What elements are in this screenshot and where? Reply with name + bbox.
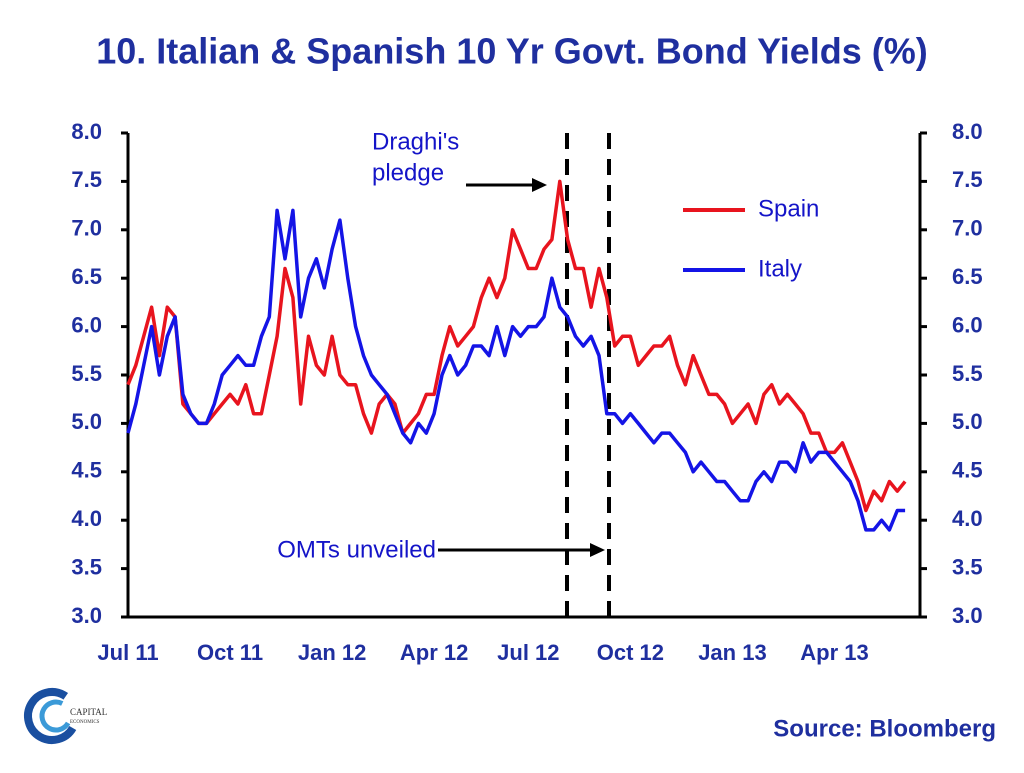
y-tick-label: 8.0 — [71, 119, 102, 144]
y2-tick-label: 7.0 — [952, 216, 983, 241]
y2-tick-label: 6.0 — [952, 312, 983, 337]
y2-tick-label: 7.5 — [952, 167, 983, 192]
annotation: Draghi's — [372, 128, 459, 155]
logo-ring — [24, 688, 80, 744]
y-tick-label: 3.0 — [71, 603, 102, 628]
y-tick-label: 4.0 — [71, 506, 102, 531]
y-tick-label: 5.5 — [71, 361, 102, 386]
series-line — [126, 208, 906, 532]
source: Source: Bloomberg — [773, 715, 996, 742]
y2-tick-label: 5.0 — [952, 409, 983, 434]
y2-tick-label: 8.0 — [952, 119, 983, 144]
series-line — [126, 179, 907, 513]
x-tick-label: Apr 12 — [400, 640, 468, 665]
y-tick-label: 3.5 — [71, 554, 102, 579]
logo-text: CAPITAL — [70, 707, 107, 717]
legend-label: Italy — [758, 255, 802, 282]
y-tick-label: 6.5 — [71, 264, 102, 289]
logo-ring — [39, 699, 73, 733]
y2-tick-label: 3.5 — [952, 554, 983, 579]
x-tick-label: Oct 11 — [197, 640, 263, 665]
y2-tick-label: 6.5 — [952, 264, 983, 289]
x-tick-label: Jul 12 — [497, 640, 559, 665]
y-tick-label: 4.5 — [71, 458, 102, 483]
x-tick-label: Jul 11 — [97, 640, 158, 665]
x-tick-label: Oct 12 — [597, 640, 664, 665]
annotation: pledge — [372, 159, 444, 186]
legend-label: Spain — [758, 195, 819, 222]
y-tick-label: 7.0 — [71, 216, 102, 241]
chart-title: 10. Italian & Spanish 10 Yr Govt. Bond Y… — [96, 31, 928, 72]
x-tick-label: Jan 13 — [698, 640, 767, 665]
logo: CAPITAL ECONOMICS — [24, 688, 107, 744]
logo-text: ECONOMICS — [70, 720, 100, 725]
y-tick-label: 6.0 — [71, 312, 102, 337]
y2-tick-label: 4.5 — [952, 458, 983, 483]
arrow-head — [532, 178, 547, 192]
y2-tick-label: 5.5 — [952, 361, 983, 386]
arrow-head — [590, 543, 605, 557]
y-tick-label: 7.5 — [71, 167, 102, 192]
x-tick-label: Jan 12 — [298, 640, 367, 665]
y2-tick-label: 4.0 — [952, 506, 983, 531]
x-tick-label: Apr 13 — [800, 640, 868, 665]
annotation: OMTs unveiled — [277, 536, 436, 563]
y2-tick-label: 3.0 — [952, 603, 983, 628]
y-tick-label: 5.0 — [71, 409, 102, 434]
